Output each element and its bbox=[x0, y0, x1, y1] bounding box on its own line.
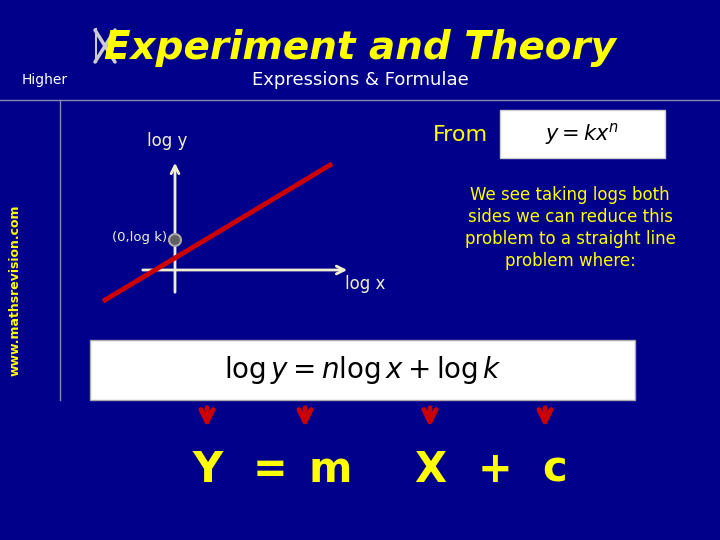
Text: X: X bbox=[414, 449, 446, 491]
Text: sides we can reduce this: sides we can reduce this bbox=[467, 208, 672, 226]
Text: $\log y = n\log x + \log k$: $\log y = n\log x + \log k$ bbox=[224, 354, 502, 386]
Text: From: From bbox=[433, 125, 487, 145]
Text: (0,log k): (0,log k) bbox=[112, 232, 167, 245]
Text: c: c bbox=[543, 449, 567, 491]
Text: We see taking logs both: We see taking logs both bbox=[470, 186, 670, 204]
Text: $y = kx^n$: $y = kx^n$ bbox=[546, 121, 620, 147]
Text: www.mathsrevision.com: www.mathsrevision.com bbox=[9, 204, 22, 376]
Text: m: m bbox=[308, 449, 351, 491]
Circle shape bbox=[168, 233, 182, 247]
Bar bbox=[500, 110, 665, 158]
Text: +: + bbox=[477, 449, 513, 491]
Text: Higher: Higher bbox=[22, 73, 68, 87]
Text: log y: log y bbox=[147, 132, 187, 150]
Bar bbox=[90, 340, 635, 400]
Text: Expressions & Formulae: Expressions & Formulae bbox=[251, 71, 469, 89]
Text: problem to a straight line: problem to a straight line bbox=[464, 230, 675, 248]
Text: log x: log x bbox=[345, 275, 385, 293]
Circle shape bbox=[169, 234, 181, 246]
Text: problem where:: problem where: bbox=[505, 252, 636, 270]
Text: =: = bbox=[253, 449, 287, 491]
Text: Experiment and Theory: Experiment and Theory bbox=[104, 29, 616, 67]
Text: Y: Y bbox=[192, 449, 222, 491]
